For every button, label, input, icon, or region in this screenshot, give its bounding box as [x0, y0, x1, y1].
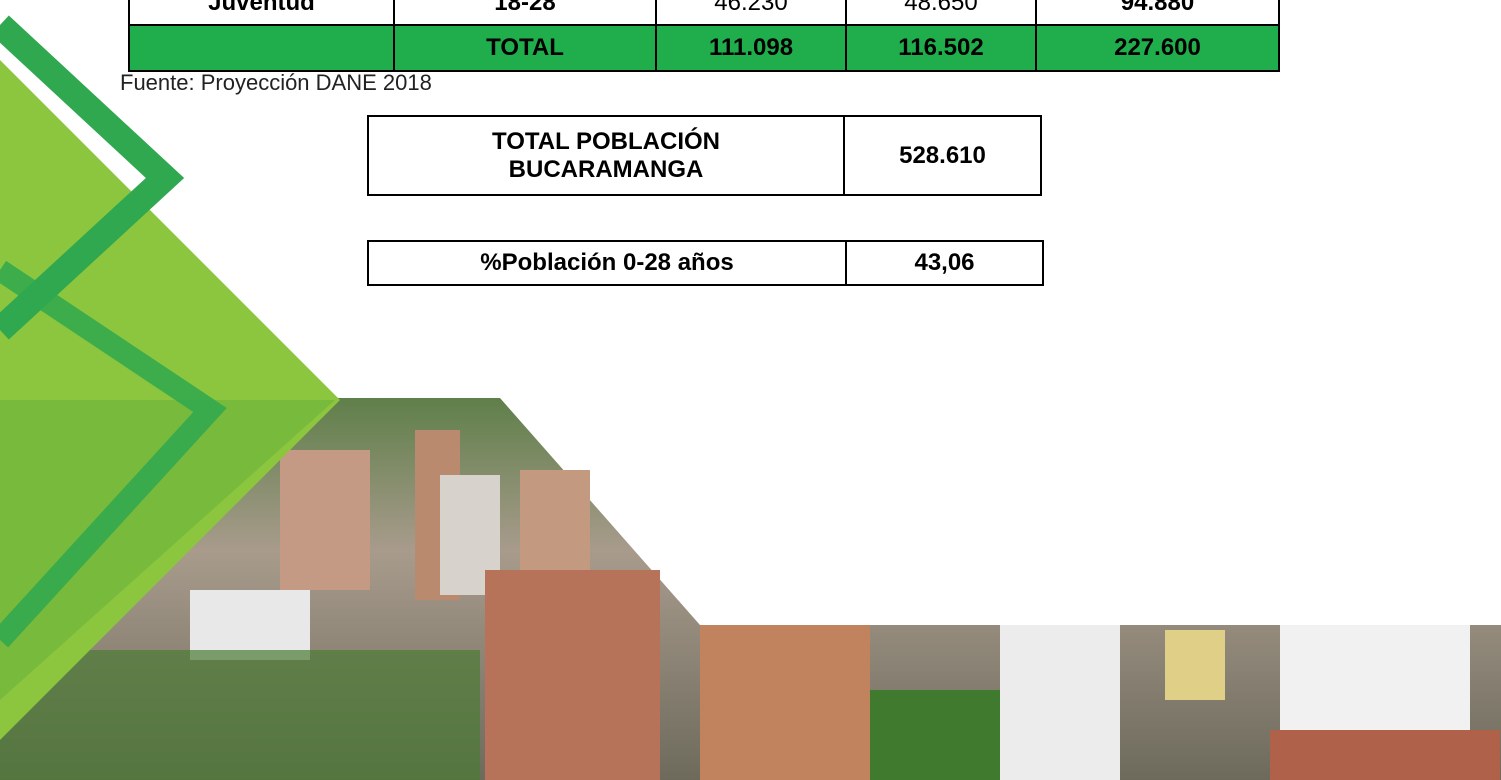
cell: TOTAL POBLACIÓN BUCARAMANGA [367, 115, 845, 196]
table-row: Juventud 18-28 46.230 48.650 94.880 [128, 0, 1280, 26]
cell: 48.650 [845, 0, 1037, 26]
table-row: TOTAL POBLACIÓN BUCARAMANGA 528.610 [367, 115, 1042, 196]
cell: 111.098 [655, 24, 847, 72]
cell: Juventud [128, 0, 395, 26]
cell: 227.600 [1035, 24, 1280, 72]
cell: 116.502 [845, 24, 1037, 72]
cell: 94.880 [1035, 0, 1280, 26]
buildings [0, 430, 1500, 780]
cell: %Población 0-28 años [367, 240, 847, 286]
green-chevron [0, 15, 185, 340]
cell: 18-28 [393, 0, 657, 26]
table-row: %Población 0-28 años 43,06 [367, 240, 1044, 286]
green-chevron [0, 260, 227, 648]
source-note: Fuente: Proyección DANE 2018 [120, 70, 432, 95]
table-row: TOTAL 111.098 116.502 227.600 [128, 24, 1280, 72]
cell: 43,06 [845, 240, 1044, 286]
cell [128, 24, 395, 72]
population-table: Juventud 18-28 46.230 48.650 94.880 TOTA… [128, 0, 1280, 72]
total-table: TOTAL POBLACIÓN BUCARAMANGA 528.610 [367, 115, 1042, 196]
green-triangle-overlay [0, 400, 335, 700]
cell: 46.230 [655, 0, 847, 26]
cell: 528.610 [843, 115, 1042, 196]
cell: TOTAL [393, 24, 657, 72]
percent-table: %Población 0-28 años 43,06 [367, 240, 1044, 286]
